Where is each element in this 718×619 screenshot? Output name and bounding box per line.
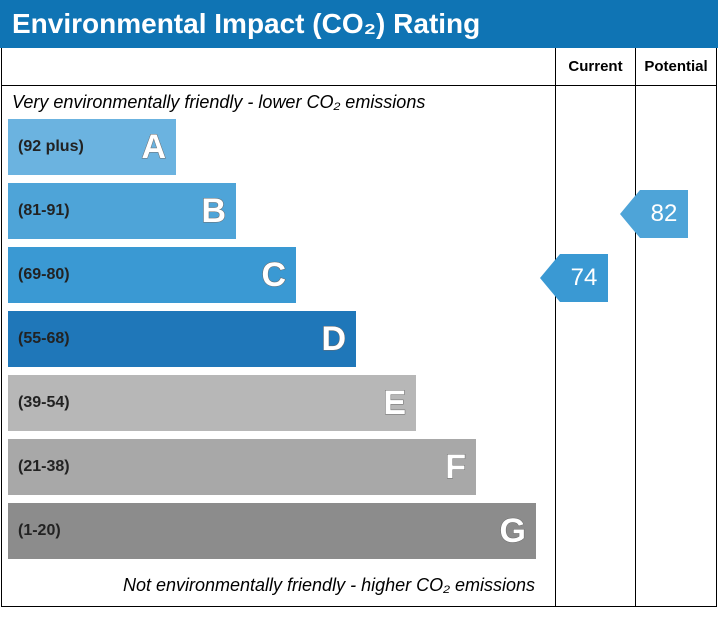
- potential-column: Potential 82: [636, 48, 716, 606]
- band-letter: D: [321, 320, 346, 359]
- caption-bottom: Not environmentally friendly - higher CO…: [2, 569, 555, 600]
- band-letter: F: [445, 448, 466, 487]
- bands-column: Very environmentally friendly - lower CO…: [2, 48, 556, 606]
- band-d: (55-68) D: [8, 311, 555, 367]
- band-a: (92 plus) A: [8, 119, 555, 175]
- band-range: (81-91): [18, 202, 70, 220]
- band-range: (39-54): [18, 394, 70, 412]
- potential-header: Potential: [636, 48, 716, 86]
- band-range: (21-38): [18, 458, 70, 476]
- band-f: (21-38) F: [8, 439, 555, 495]
- bands-header: [2, 48, 555, 86]
- band-letter: B: [201, 192, 226, 231]
- potential-pointer-value: 82: [640, 190, 688, 238]
- current-header: Current: [556, 48, 635, 86]
- band-range: (1-20): [18, 522, 61, 540]
- band-b: (81-91) B: [8, 183, 555, 239]
- current-column: Current 74: [556, 48, 636, 606]
- band-range: (69-80): [18, 266, 70, 284]
- band-g: (1-20) G: [8, 503, 555, 559]
- band-letter: E: [383, 384, 406, 423]
- current-pointer: 74: [540, 254, 608, 302]
- band-c: (69-80) C: [8, 247, 555, 303]
- band-range: (92 plus): [18, 138, 84, 156]
- band-letter: C: [261, 256, 286, 295]
- band-list: (92 plus) A (81-91) B (69-80) C (55-68) D (39-54…: [2, 117, 555, 569]
- chart-frame: Very environmentally friendly - lower CO…: [1, 48, 717, 607]
- potential-pointer: 82: [620, 190, 688, 238]
- current-pointer-value: 74: [560, 254, 608, 302]
- caption-top: Very environmentally friendly - lower CO…: [2, 86, 555, 117]
- band-letter: A: [141, 128, 166, 167]
- band-letter: G: [500, 512, 526, 551]
- chart-title: Environmental Impact (CO₂) Rating: [0, 0, 718, 48]
- band-range: (55-68): [18, 330, 70, 348]
- band-e: (39-54) E: [8, 375, 555, 431]
